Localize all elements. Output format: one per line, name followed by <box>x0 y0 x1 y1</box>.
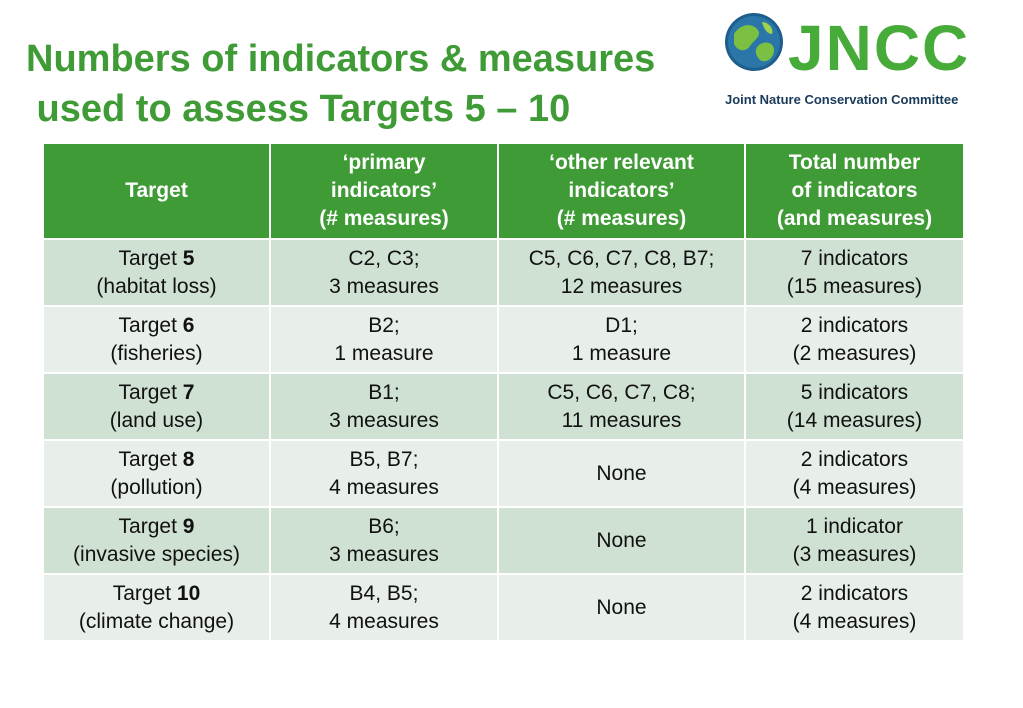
header-primary-indicators: ‘primary indicators’ (# measures) <box>269 142 499 240</box>
other-cell: D1; 1 measure <box>497 305 746 374</box>
table-row: Target 9 (invasive species) B6; 3 measur… <box>42 506 965 575</box>
table-row: Target 8 (pollution) B5, B7; 4 measures … <box>42 439 965 508</box>
other-cell: None <box>497 573 746 642</box>
jncc-logo: JNCC Joint Nature Conservation Committee <box>722 10 1014 110</box>
primary-cell: B2; 1 measure <box>269 305 499 374</box>
target-cell: Target 8 (pollution) <box>42 439 271 508</box>
header-total: Total number of indicators (and measures… <box>744 142 965 240</box>
primary-cell: B5, B7; 4 measures <box>269 439 499 508</box>
target-cell: Target 9 (invasive species) <box>42 506 271 575</box>
logo-text: JNCC <box>788 12 971 84</box>
target-cell: Target 10 (climate change) <box>42 573 271 642</box>
primary-cell: B4, B5; 4 measures <box>269 573 499 642</box>
target-cell: Target 7 (land use) <box>42 372 271 441</box>
logo-subtitle: Joint Nature Conservation Committee <box>725 92 959 107</box>
slide-title: Numbers of indicators & measures used to… <box>26 38 656 130</box>
total-cell: 7 indicators (15 measures) <box>744 238 965 307</box>
other-cell: C5, C6, C7, C8; 11 measures <box>497 372 746 441</box>
total-cell: 2 indicators (4 measures) <box>744 439 965 508</box>
header-target: Target <box>42 142 271 240</box>
total-cell: 2 indicators (4 measures) <box>744 573 965 642</box>
target-cell: Target 6 (fisheries) <box>42 305 271 374</box>
total-cell: 2 indicators (2 measures) <box>744 305 965 374</box>
other-cell: None <box>497 506 746 575</box>
table-row: Target 10 (climate change) B4, B5; 4 mea… <box>42 573 965 642</box>
table-row: Target 5 (habitat loss) C2, C3; 3 measur… <box>42 238 965 307</box>
total-cell: 5 indicators (14 measures) <box>744 372 965 441</box>
table-row: Target 7 (land use) B1; 3 measures C5, C… <box>42 372 965 441</box>
primary-cell: B1; 3 measures <box>269 372 499 441</box>
table-header-row: Target ‘primary indicators’ (# measures)… <box>42 142 965 240</box>
target-cell: Target 5 (habitat loss) <box>42 238 271 307</box>
other-cell: None <box>497 439 746 508</box>
globe-icon <box>725 13 783 71</box>
primary-cell: B6; 3 measures <box>269 506 499 575</box>
table-row: Target 6 (fisheries) B2; 1 measure D1; 1… <box>42 305 965 374</box>
indicators-table: Target ‘primary indicators’ (# measures)… <box>42 142 965 642</box>
primary-cell: C2, C3; 3 measures <box>269 238 499 307</box>
total-cell: 1 indicator (3 measures) <box>744 506 965 575</box>
header-other-indicators: ‘other relevant indicators’ (# measures) <box>497 142 746 240</box>
other-cell: C5, C6, C7, C8, B7; 12 measures <box>497 238 746 307</box>
